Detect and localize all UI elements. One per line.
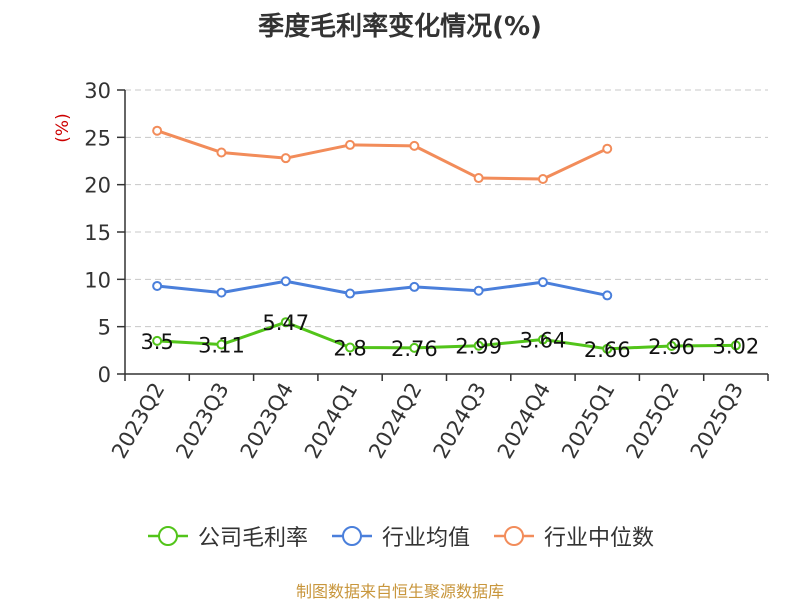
y-tick-label: 20 [84,174,111,198]
legend-circle [157,526,178,546]
data-point [602,290,613,301]
y-tick-label: 30 [84,79,111,103]
x-tick-label: 2023Q3 [171,379,233,463]
data-point [345,342,356,353]
data-point [216,147,227,158]
x-tick-label: 2024Q4 [493,379,555,463]
data-label: 2.8 [333,336,366,360]
x-tick-label: 2023Q2 [107,379,169,463]
data-point [152,125,163,136]
data-point [537,334,548,345]
legend-item[interactable]: 行业均值 [330,520,470,552]
legend-item[interactable]: 公司毛利率 [146,520,308,552]
data-label: 3.11 [198,334,245,358]
y-tick-label: 5 [98,316,111,340]
x-tick-label: 2025Q2 [621,379,683,463]
series-line [156,129,608,181]
legend-item[interactable]: 行业中位数 [492,520,654,552]
data-labels: 3.5 3.11 5.47 2.8 2.76 2.99 3.64 2.66 2.96 3.02 [140,311,759,362]
data-point [473,173,484,184]
data-point [602,343,613,354]
data-point [216,287,227,298]
data-label: 3.5 [140,330,173,354]
data-point [280,276,291,287]
data-point [345,139,356,150]
data-point [537,173,548,184]
data-point [666,340,677,351]
data-label: 3.64 [520,329,567,353]
data-point [345,288,356,299]
data-label: 2.99 [455,335,502,359]
x-tick-label: 2025Q1 [557,379,619,463]
legend-marker-icon [331,526,372,546]
data-point [730,340,741,351]
data-label: 2.66 [584,338,631,362]
y-axis-label: (%) [53,113,73,142]
data-point [280,317,291,328]
series-line [157,320,736,351]
data-label: 5.47 [262,311,309,335]
x-tick-label: 2024Q3 [429,379,491,463]
y-tick-label: 15 [84,221,111,245]
legend-circle [341,526,362,546]
chart-title: 季度毛利率变化情况(%) [258,12,542,42]
x-tick-label: 2025Q3 [686,379,748,463]
legend-label: 行业均值 [381,526,470,551]
x-tick-label: 2023Q4 [236,379,298,463]
data-point [602,143,613,154]
x-tick-label: 2024Q1 [300,379,362,463]
source-note: 制图数据来自恒生聚源数据库 [295,582,504,601]
y-tick-label: 25 [84,126,111,150]
data-point [152,280,163,291]
data-label: 2.96 [648,335,695,359]
data-point [473,285,484,296]
data-label: 3.02 [712,334,759,358]
data-label: 2.76 [391,337,438,361]
data-point [152,335,163,346]
series [152,125,741,354]
data-point [409,342,420,353]
data-point [409,281,420,292]
legend-circle [504,526,524,546]
y-tick-label: 10 [84,268,111,292]
series-line [156,279,608,297]
grid-lines [125,89,768,328]
data-point [280,153,291,164]
y-tick-label: 0 [98,363,111,387]
data-point [216,339,227,350]
legend: 公司毛利率 行业均值 行业中位数 [0,520,800,552]
data-point [409,140,420,151]
legend-marker-icon [147,526,188,546]
data-point [473,340,484,351]
legend-label: 行业中位数 [544,526,655,551]
legend-label: 公司毛利率 [197,526,308,551]
legend-marker-icon [494,526,534,546]
x-tick-label: 2024Q2 [364,379,426,463]
data-point [537,277,548,288]
